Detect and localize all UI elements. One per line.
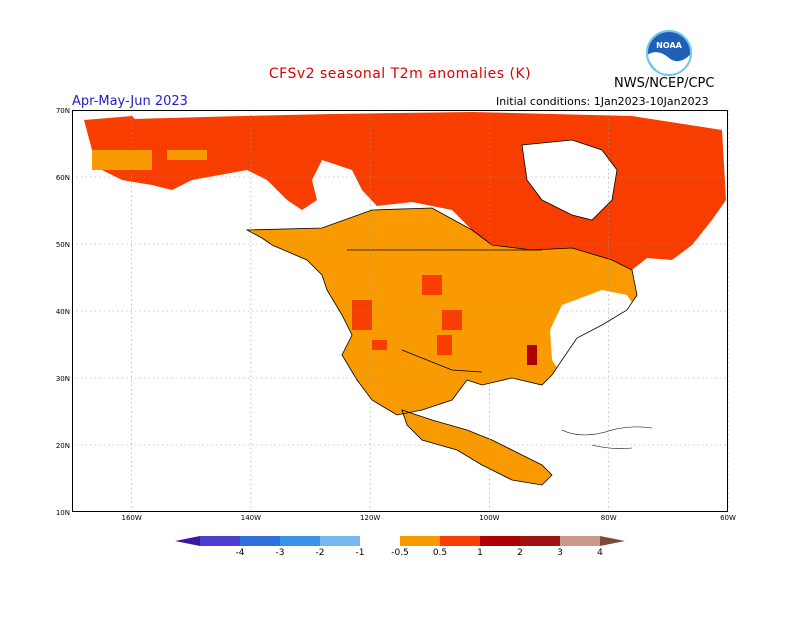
lon-labels: 160W 140W 120W 100W 80W 60W <box>121 514 735 522</box>
lat-label: 10N <box>56 509 70 517</box>
coastlines-and-borders <box>245 139 653 486</box>
colorbar-label: 4 <box>597 548 603 558</box>
initial-conditions-label: Initial conditions: 1Jan2023-10Jan2023 <box>496 95 709 108</box>
colorbar-label: -4 <box>236 548 245 558</box>
lon-label: 100W <box>479 514 499 522</box>
lon-label: 80W <box>601 514 617 522</box>
colorbar-label: -1 <box>356 548 365 558</box>
lat-label: 40N <box>56 308 70 316</box>
colorbar-swatch <box>360 536 400 546</box>
anomaly-map: 70N 60N 50N 40N 30N 20N 10N 160W 140W 120W 100W 80… <box>56 107 736 522</box>
lat-label: 30N <box>56 375 70 383</box>
colorbar-swatch <box>320 536 360 546</box>
colorbar-swatch <box>400 536 440 546</box>
organization-label: NWS/NCEP/CPC <box>614 76 715 91</box>
lat-label: 60N <box>56 174 70 182</box>
lon-label: 160W <box>121 514 141 522</box>
lat-label: 70N <box>56 107 70 115</box>
colorbar-high-arrow <box>600 536 625 546</box>
noaa-logo: NOAA <box>646 30 692 76</box>
colorbar-swatch <box>480 536 520 546</box>
colorbar-swatch <box>280 536 320 546</box>
colorbar-swatch <box>240 536 280 546</box>
period-label: Apr-May-Jun 2023 <box>72 94 188 109</box>
colorbar-swatch <box>200 536 240 546</box>
colorbar-label: 3 <box>557 548 563 558</box>
lat-labels: 70N 60N 50N 40N 30N 20N 10N <box>56 107 70 517</box>
lon-label: 60W <box>720 514 736 522</box>
colorbar-low-arrow <box>175 536 200 546</box>
colorbar-label: -0.5 <box>391 548 409 558</box>
grid-lines <box>72 110 729 512</box>
lon-label: 140W <box>241 514 261 522</box>
colorbar-swatch <box>440 536 480 546</box>
colorbar-label: 0.5 <box>433 548 447 558</box>
colorbar-swatch <box>560 536 600 546</box>
colorbar-swatch <box>520 536 560 546</box>
colorbar-label: -2 <box>316 548 325 558</box>
map-title: CFSv2 seasonal T2m anomalies (K) <box>268 66 532 82</box>
colorbar: -4 -3 -2 -1 -0.5 0.5 1 2 3 4 <box>175 536 625 558</box>
colorbar-label: 1 <box>477 548 483 558</box>
colorbar-label: 2 <box>517 548 523 558</box>
lon-label: 120W <box>360 514 380 522</box>
noaa-logo-text: NOAA <box>656 41 682 50</box>
colorbar-label: -3 <box>276 548 285 558</box>
lat-label: 50N <box>56 241 70 249</box>
anomaly-fill <box>84 112 726 485</box>
lat-label: 20N <box>56 442 70 450</box>
